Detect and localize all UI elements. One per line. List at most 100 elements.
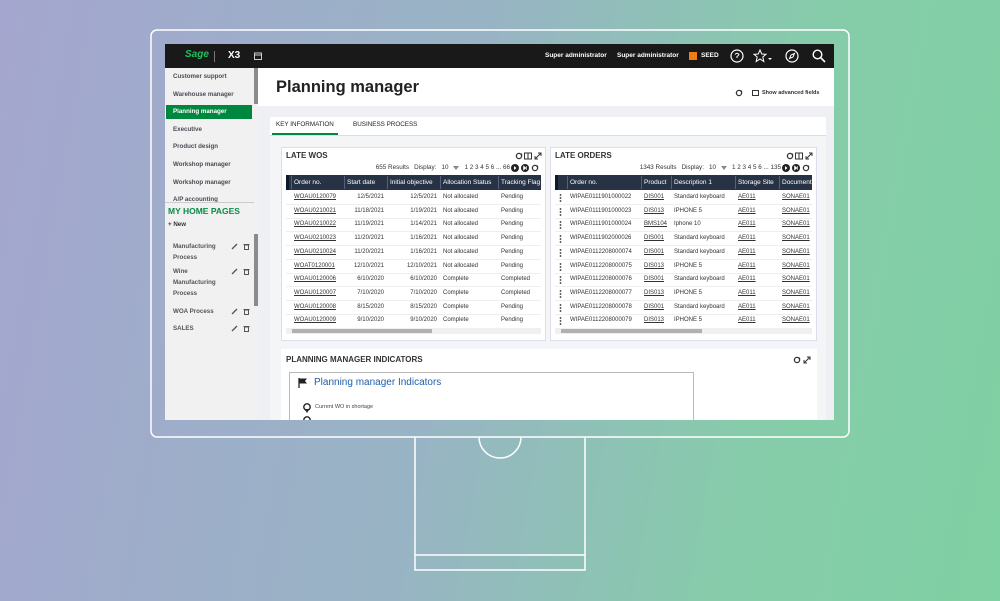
delete-icon[interactable] xyxy=(243,325,250,332)
favorites-icon[interactable] xyxy=(753,49,773,63)
cell-link[interactable]: SONAE01 xyxy=(782,317,810,324)
flag-icon[interactable] xyxy=(298,378,308,388)
calendar-icon[interactable] xyxy=(254,52,262,60)
row-menu[interactable] xyxy=(559,248,562,257)
landing-page-item[interactable]: Warehouse manager xyxy=(173,90,234,98)
pin-icon[interactable] xyxy=(303,416,311,420)
show-advanced-fields[interactable]: Show advanced fields xyxy=(762,90,820,96)
row-menu[interactable] xyxy=(559,276,562,285)
row-menu[interactable] xyxy=(559,221,562,230)
column-header[interactable]: Allocation Status xyxy=(440,176,498,189)
gadget-view[interactable] xyxy=(795,152,803,160)
cell-link[interactable]: SONAE01 xyxy=(782,235,810,242)
advanced-fields-icon[interactable] xyxy=(752,90,760,96)
pin-icon[interactable] xyxy=(303,403,311,413)
cell-link[interactable]: DIS001 xyxy=(644,248,665,255)
cell-link[interactable]: SONAE01 xyxy=(782,303,810,310)
delete-icon[interactable] xyxy=(243,308,250,315)
tab-active[interactable]: KEY INFORMATION xyxy=(272,121,338,135)
page-size[interactable]: 10 xyxy=(441,164,449,171)
gadget-refresh[interactable] xyxy=(515,152,523,160)
cell-link[interactable]: DIS001 xyxy=(644,194,665,200)
column-header[interactable]: Storage Site xyxy=(735,176,779,189)
cell-link[interactable]: WOAU0210023 xyxy=(294,235,337,242)
cell-link[interactable]: SONAE01 xyxy=(782,221,810,228)
column-header[interactable]: Product xyxy=(641,176,671,189)
cell-link[interactable]: DIS001 xyxy=(644,303,665,310)
delete-icon[interactable] xyxy=(243,243,250,250)
column-header[interactable]: Order no. xyxy=(291,176,343,189)
user-name[interactable]: Super administrator xyxy=(545,52,607,59)
pager-refresh[interactable] xyxy=(802,164,810,172)
logo[interactable]: Sage xyxy=(185,49,209,60)
landing-page-item[interactable]: Workshop manager xyxy=(173,161,231,168)
page-refresh-icon[interactable] xyxy=(735,89,743,97)
cell-link[interactable]: WOAU0120009 xyxy=(294,317,337,324)
row-menu[interactable] xyxy=(559,289,562,298)
landing-page-item[interactable]: Workshop manager xyxy=(173,178,231,186)
page-size[interactable]: 10 xyxy=(708,164,716,171)
dropdown-arrow[interactable] xyxy=(453,165,460,170)
cell-link[interactable]: AE011 xyxy=(738,262,756,269)
home-page-item[interactable]: Manufacturing Process xyxy=(173,243,216,261)
pager-last[interactable] xyxy=(521,164,529,172)
cell-link[interactable]: AE011 xyxy=(738,276,756,283)
tab[interactable]: BUSINESS PROCESS xyxy=(353,121,418,128)
delete-icon[interactable] xyxy=(243,268,250,275)
cell-link[interactable]: SONAE01 xyxy=(782,262,810,269)
edit-icon[interactable] xyxy=(231,325,238,332)
gadget-refresh[interactable] xyxy=(786,152,794,160)
column-header[interactable]: Document xyxy=(779,176,812,189)
pager-refresh[interactable] xyxy=(531,164,539,172)
cell-link[interactable]: WOAU0210024 xyxy=(294,248,337,255)
indicator-item[interactable]: Current WO in shortage xyxy=(315,404,374,410)
landing-page-item[interactable]: Product design xyxy=(173,143,219,151)
cell-link[interactable]: DIS013 xyxy=(644,207,665,214)
cell-link[interactable]: WOAT0120001 xyxy=(294,262,335,269)
cell-link[interactable]: SONAE01 xyxy=(782,276,810,283)
row-menu[interactable] xyxy=(559,207,562,216)
cell-link[interactable]: SONAE01 xyxy=(782,289,810,296)
column-header[interactable]: Initial objective xyxy=(387,176,440,189)
cell-link[interactable]: AE011 xyxy=(738,317,756,324)
landing-page-item[interactable]: A/P accounting xyxy=(173,196,218,202)
home-page-item[interactable]: SALES xyxy=(173,325,194,332)
selected-landing-page[interactable]: Planning manager xyxy=(166,105,252,120)
cell-link[interactable]: AE011 xyxy=(738,303,756,310)
pager-pages[interactable]: 1 2 3 4 5 6 ... 66 xyxy=(464,164,510,171)
row-menu[interactable] xyxy=(559,303,562,312)
home-page-item[interactable]: WOA Process xyxy=(173,308,214,315)
indicators-card-title[interactable]: Planning manager Indicators xyxy=(314,377,442,388)
cell-link[interactable]: BMS104 xyxy=(644,221,668,228)
cell-link[interactable]: AE011 xyxy=(738,207,756,214)
cell-link[interactable]: WOAU0120007 xyxy=(294,289,337,296)
cell-link[interactable]: SONAE01 xyxy=(782,248,810,255)
gadget-expand[interactable] xyxy=(805,152,813,160)
navigation-icon[interactable] xyxy=(785,49,799,63)
folder-name[interactable]: SEED xyxy=(701,52,719,59)
cell-link[interactable]: SONAE01 xyxy=(782,207,810,214)
edit-icon[interactable] xyxy=(231,268,238,275)
search-icon[interactable] xyxy=(812,49,826,63)
cell-link[interactable]: WOAU0210022 xyxy=(294,221,337,228)
cell-link[interactable]: SONAE01 xyxy=(782,194,810,200)
cell-link[interactable]: AE011 xyxy=(738,221,756,228)
row-menu[interactable] xyxy=(559,262,562,271)
new-home-page[interactable]: + New xyxy=(168,221,187,228)
cell-link[interactable]: AE011 xyxy=(738,248,756,255)
cell-link[interactable]: WOAU0210021 xyxy=(294,207,337,214)
landing-page-item[interactable]: Executive xyxy=(173,125,202,133)
cell-link[interactable]: DIS013 xyxy=(644,289,665,296)
pager-last[interactable] xyxy=(792,164,800,172)
edit-icon[interactable] xyxy=(231,243,238,250)
cell-link[interactable]: AE011 xyxy=(738,235,756,242)
cell-link[interactable]: DIS013 xyxy=(644,317,665,324)
help-icon[interactable] xyxy=(730,49,744,63)
landing-page-item[interactable]: Customer support xyxy=(173,73,227,80)
column-header[interactable]: Order no. xyxy=(567,176,641,189)
indicators-expand[interactable] xyxy=(803,356,811,364)
pager-pages[interactable]: 1 2 3 4 5 6 ... 135 xyxy=(731,164,781,171)
cell-link[interactable]: DIS013 xyxy=(644,262,665,269)
column-header[interactable]: Tracking Flag xyxy=(498,176,541,189)
column-header[interactable]: Start date xyxy=(344,176,387,189)
